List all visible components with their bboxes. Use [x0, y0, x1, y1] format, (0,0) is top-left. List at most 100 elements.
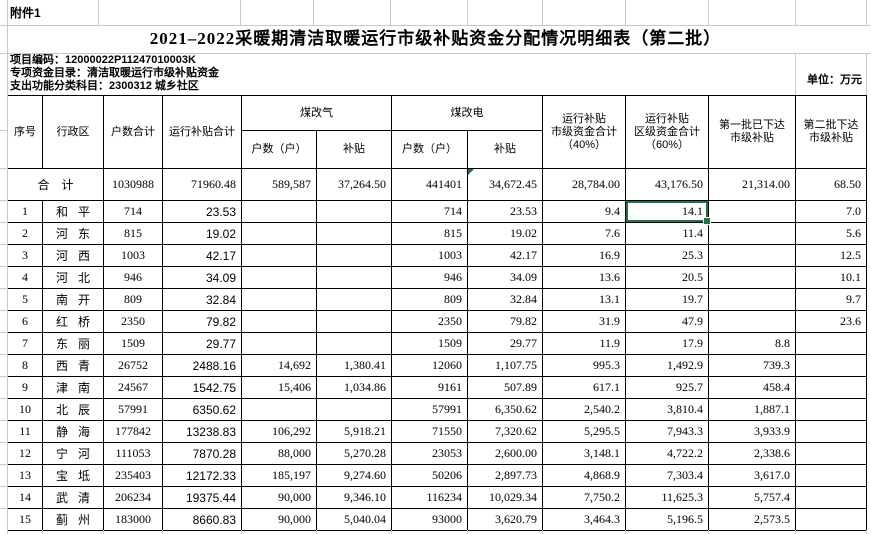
- cell-city-fund-40[interactable]: 995.3: [542, 354, 626, 377]
- cell-elec-subsidy[interactable]: 2,897.73: [467, 464, 543, 487]
- expenditure-category-line[interactable]: 支出功能分类科目：2300312 城乡社区: [10, 80, 199, 92]
- cell-seq[interactable]: 10: [7, 398, 43, 421]
- cell-city-fund-40[interactable]: 13.1: [542, 288, 626, 311]
- cell-elec-subsidy[interactable]: 2,600.00: [467, 442, 543, 465]
- cell-first-batch[interactable]: [708, 288, 796, 311]
- cell-subsidy-total[interactable]: 42.17: [162, 244, 242, 267]
- attachment-label[interactable]: 附件1: [10, 6, 41, 20]
- total-cell-gas-households[interactable]: 589,587: [241, 168, 317, 201]
- cell-city-fund-40[interactable]: 9.4: [542, 200, 626, 223]
- cell-elec-subsidy[interactable]: 42.17: [467, 244, 543, 267]
- cell-households-total[interactable]: 24567: [103, 376, 163, 399]
- cell-seq[interactable]: 1: [7, 200, 43, 223]
- cell-households-total[interactable]: 183000: [103, 508, 163, 531]
- cell-district[interactable]: 蓟州: [42, 508, 104, 531]
- cell-elec-subsidy[interactable]: 1,107.75: [467, 354, 543, 377]
- cell-first-batch[interactable]: [708, 244, 796, 267]
- cell-seq[interactable]: 2: [7, 222, 43, 245]
- cell-households-total[interactable]: 235403: [103, 464, 163, 487]
- cell-city-fund-40[interactable]: 3,464.3: [542, 508, 626, 531]
- cell-seq[interactable]: 14: [7, 486, 43, 509]
- cell-district-fund-60[interactable]: 11.4: [625, 222, 709, 245]
- cell-second-batch[interactable]: [795, 420, 867, 443]
- cell-subsidy-total[interactable]: 23.53: [162, 200, 242, 223]
- cell-gas-households[interactable]: 15,406: [241, 376, 317, 399]
- cell-first-batch[interactable]: 1,887.1: [708, 398, 796, 421]
- cell-gas-subsidy[interactable]: 5,270.28: [316, 442, 392, 465]
- cell-district[interactable]: 河北: [42, 266, 104, 289]
- cell-subsidy-total[interactable]: 1542.75: [162, 376, 242, 399]
- cell-city-fund-40[interactable]: 4,868.9: [542, 464, 626, 487]
- cell-gas-subsidy[interactable]: [316, 222, 392, 245]
- cell-subsidy-total[interactable]: 19.02: [162, 222, 242, 245]
- cell-elec-households[interactable]: 57991: [391, 398, 468, 421]
- cell-households-total[interactable]: 2350: [103, 310, 163, 333]
- cell-elec-households[interactable]: 2350: [391, 310, 468, 333]
- page-title[interactable]: 2021–2022采暖期清洁取暖运行市级补贴资金分配情况明细表（第二批）: [149, 29, 722, 48]
- cell-first-batch[interactable]: 2,338.6: [708, 442, 796, 465]
- cell-district-fund-60[interactable]: 925.7: [625, 376, 709, 399]
- cell-district[interactable]: 和平: [42, 200, 104, 223]
- cell-households-total[interactable]: 946: [103, 266, 163, 289]
- cell-households-total[interactable]: 177842: [103, 420, 163, 443]
- cell-elec-households[interactable]: 815: [391, 222, 468, 245]
- total-cell-first-batch[interactable]: 21,314.00: [708, 168, 796, 201]
- cell-elec-subsidy[interactable]: 19.02: [467, 222, 543, 245]
- total-cell-elec-households[interactable]: 441401: [391, 168, 468, 201]
- cell-gas-subsidy[interactable]: [316, 310, 392, 333]
- cell-district[interactable]: 东丽: [42, 332, 104, 355]
- cell-elec-households[interactable]: 116234: [391, 486, 468, 509]
- cell-households-total[interactable]: 714: [103, 200, 163, 223]
- cell-city-fund-40[interactable]: 11.9: [542, 332, 626, 355]
- cell-second-batch[interactable]: 23.6: [795, 310, 867, 333]
- cell-households-total[interactable]: 1003: [103, 244, 163, 267]
- cell-first-batch[interactable]: [708, 222, 796, 245]
- total-cell-elec-subsidy[interactable]: 34,672.45: [467, 168, 543, 201]
- cell-district[interactable]: 西青: [42, 354, 104, 377]
- col-header-first-batch[interactable]: 第一批已下达 市级补贴: [708, 95, 796, 169]
- cell-elec-households[interactable]: 9161: [391, 376, 468, 399]
- cell-seq[interactable]: 5: [7, 288, 43, 311]
- cell-households-total[interactable]: 111053: [103, 442, 163, 465]
- cell-second-batch[interactable]: 9.7: [795, 288, 867, 311]
- cell-seq[interactable]: 3: [7, 244, 43, 267]
- cell-gas-households[interactable]: [241, 398, 317, 421]
- cell-gas-households[interactable]: [241, 266, 317, 289]
- cell-second-batch[interactable]: [795, 442, 867, 465]
- cell-elec-households[interactable]: 71550: [391, 420, 468, 443]
- cell-subsidy-total[interactable]: 7870.28: [162, 442, 242, 465]
- cell-district[interactable]: 宝坻: [42, 464, 104, 487]
- cell-elec-subsidy[interactable]: 34.09: [467, 266, 543, 289]
- cell-seq[interactable]: 6: [7, 310, 43, 333]
- col-header-households-total[interactable]: 户数合计: [103, 95, 163, 169]
- col-header-district[interactable]: 行政区: [42, 95, 104, 169]
- total-cell-district-fund-60[interactable]: 43,176.50: [625, 168, 709, 201]
- cell-gas-subsidy[interactable]: [316, 200, 392, 223]
- cell-district-fund-60[interactable]: 20.5: [625, 266, 709, 289]
- cell-first-batch[interactable]: 739.3: [708, 354, 796, 377]
- cell-elec-households[interactable]: 1003: [391, 244, 468, 267]
- col-header-city-fund-40[interactable]: 运行补贴 市级资金合计 （40%）: [542, 95, 626, 169]
- total-cell-label[interactable]: 合计: [7, 168, 104, 201]
- cell-gas-households[interactable]: [241, 222, 317, 245]
- cell-gas-households[interactable]: 14,692: [241, 354, 317, 377]
- cell-gas-households[interactable]: 90,000: [241, 486, 317, 509]
- cell-city-fund-40[interactable]: 2,540.2: [542, 398, 626, 421]
- cell-city-fund-40[interactable]: 617.1: [542, 376, 626, 399]
- cell-elec-subsidy[interactable]: 507.89: [467, 376, 543, 399]
- cell-district[interactable]: 宁河: [42, 442, 104, 465]
- cell-first-batch[interactable]: 8.8: [708, 332, 796, 355]
- cell-city-fund-40[interactable]: 7.6: [542, 222, 626, 245]
- cell-gas-subsidy[interactable]: 1,380.41: [316, 354, 392, 377]
- cell-district-fund-60[interactable]: 4,722.2: [625, 442, 709, 465]
- cell-gas-subsidy[interactable]: [316, 266, 392, 289]
- cell-households-total[interactable]: 809: [103, 288, 163, 311]
- cell-subsidy-total[interactable]: 8660.83: [162, 508, 242, 531]
- cell-seq[interactable]: 4: [7, 266, 43, 289]
- cell-second-batch[interactable]: [795, 354, 867, 377]
- cell-elec-subsidy[interactable]: 6,350.62: [467, 398, 543, 421]
- cell-gas-households[interactable]: 106,292: [241, 420, 317, 443]
- cell-gas-households[interactable]: 185,197: [241, 464, 317, 487]
- cell-district[interactable]: 北辰: [42, 398, 104, 421]
- unit-label[interactable]: 单位：万元: [807, 74, 862, 86]
